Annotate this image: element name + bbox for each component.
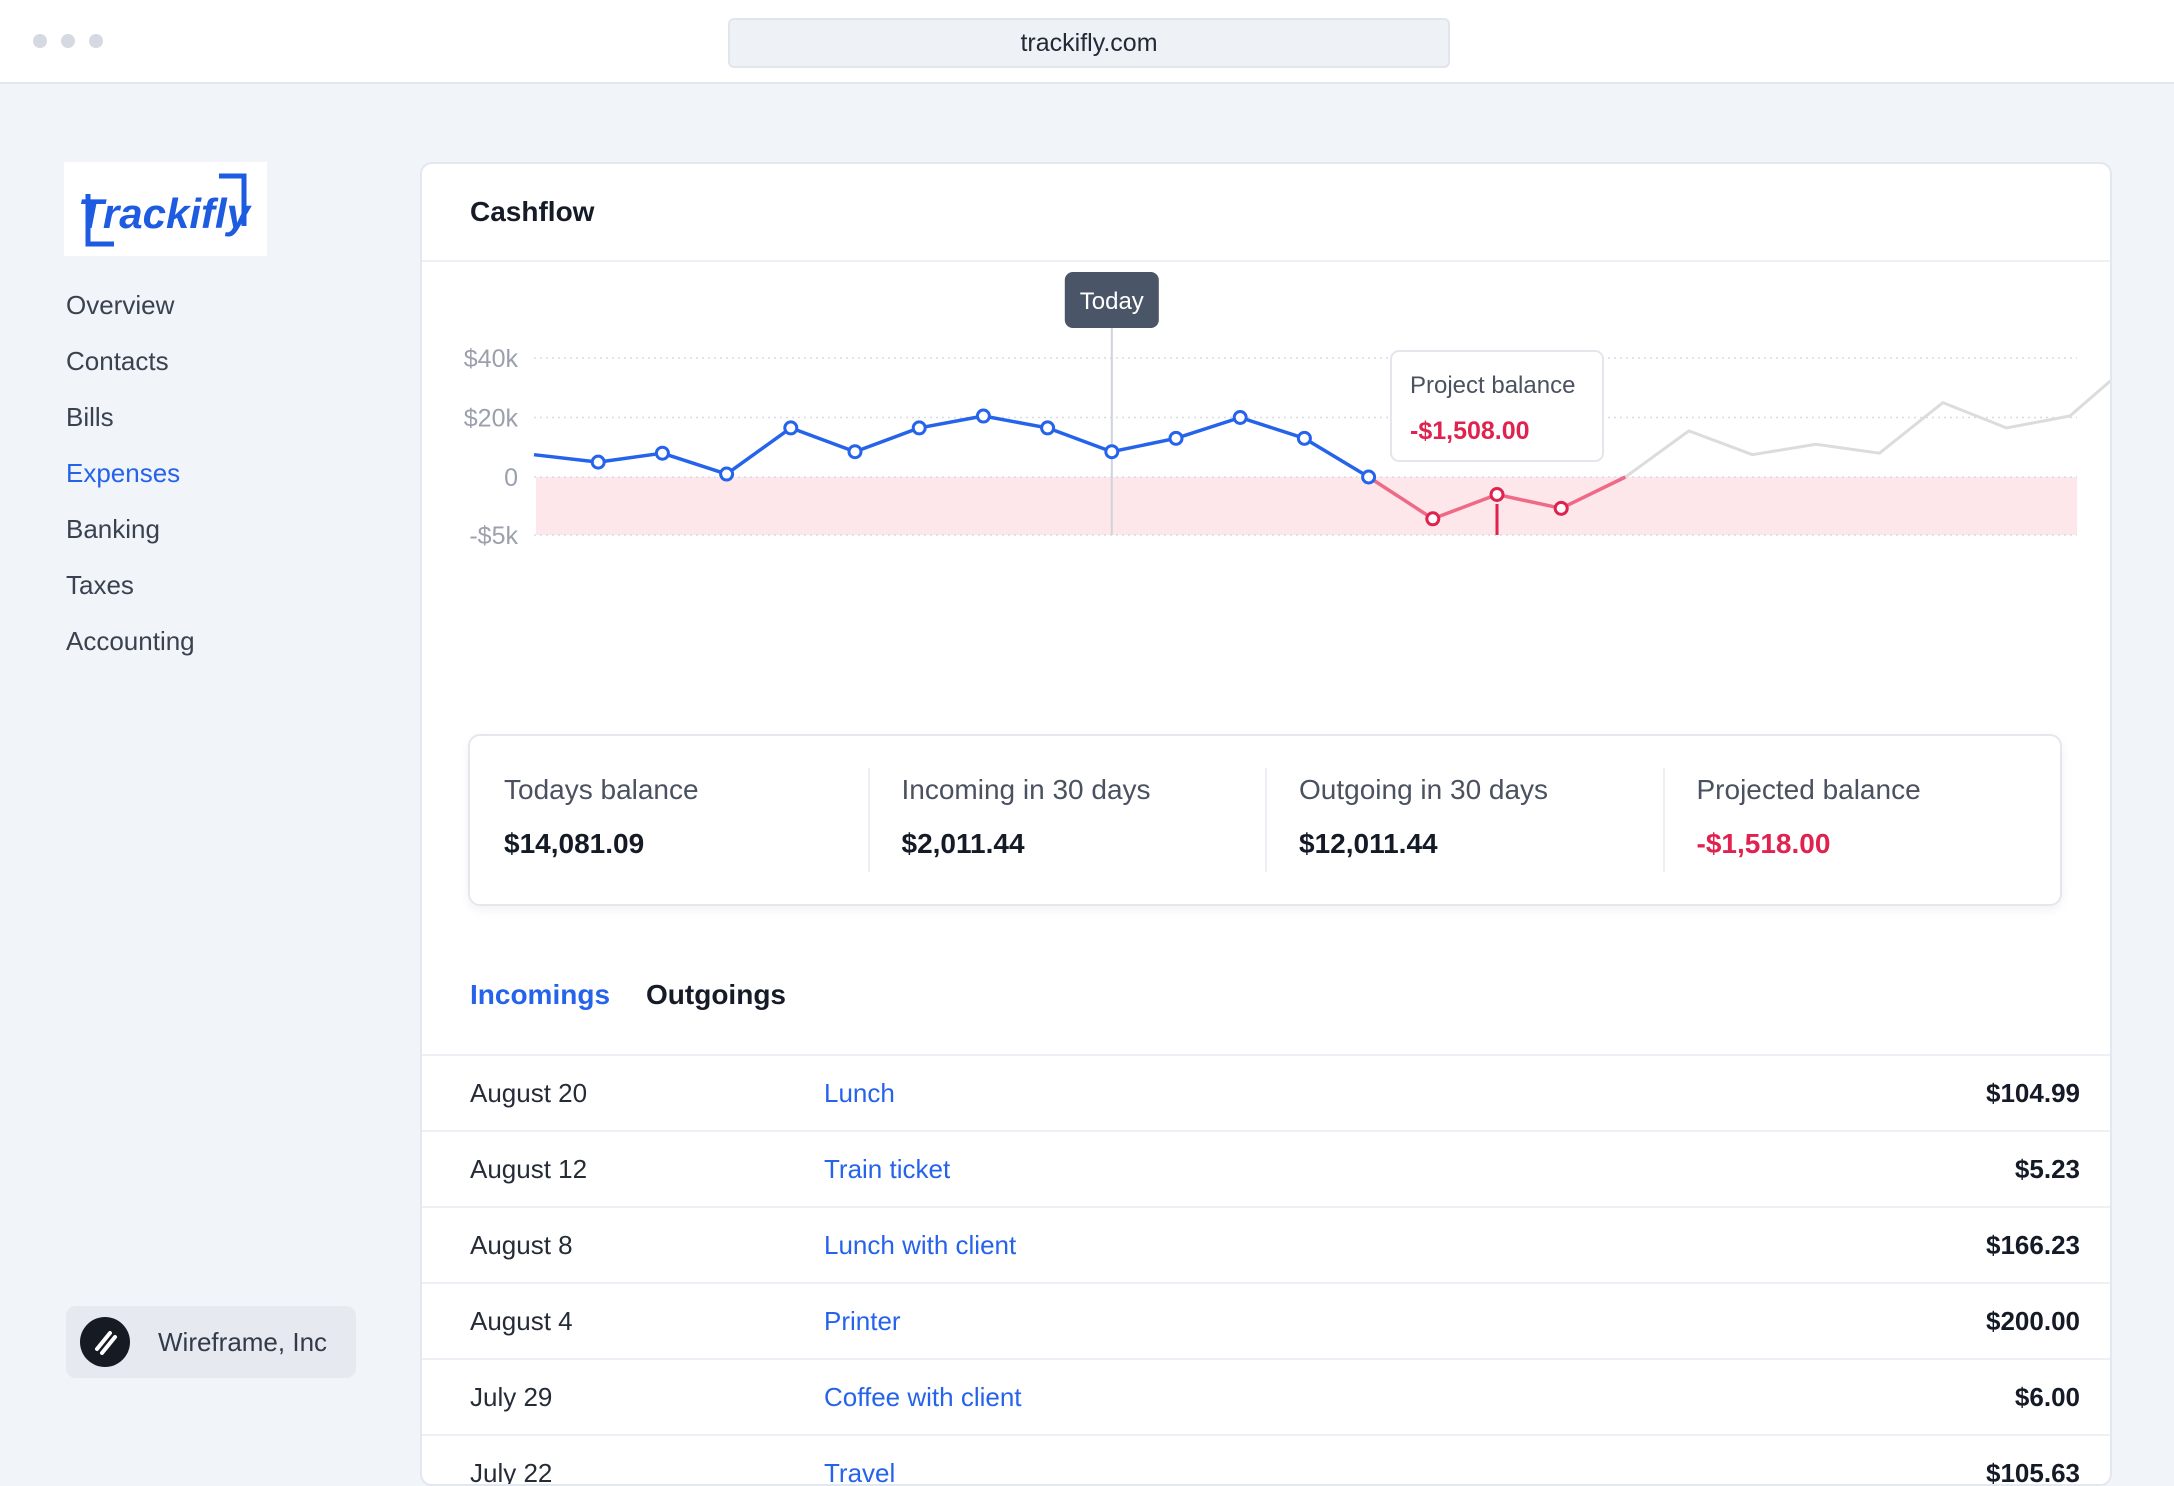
transaction-amount: $166.23 [1986,1230,2080,1260]
data-point [1489,486,1505,502]
stat-value: $2,011.44 [901,828,1025,859]
transaction-link[interactable]: Lunch with client [824,1230,1017,1260]
table-row: August 20 Lunch $104.99 [422,1054,2110,1130]
today-badge-label: Today [1080,288,1144,315]
transaction-amount: $104.99 [1986,1078,2080,1108]
today-badge-bg [1064,272,1159,328]
transaction-date: August 4 [470,1306,573,1336]
data-point [1040,420,1056,436]
logo-wordmark: Trackifly [78,190,253,237]
organization-logo-icon [80,1317,130,1367]
tooltip-box [1390,350,1604,462]
sidebar: Trackifly Overview Contacts Bills Expens… [0,82,400,1464]
stat-value: $12,011.44 [1299,828,1438,859]
sidebar-item-overview[interactable]: Overview [66,290,175,320]
data-point [1232,410,1248,425]
data-point [975,408,991,424]
data-point [654,445,670,461]
transaction-amount: $5.23 [2014,1154,2080,1184]
stat-outgoing: Outgoing in 30 days $12,011.44 [1265,736,1663,904]
maximize-window-dot[interactable] [89,34,103,48]
minimize-window-dot[interactable] [61,34,75,48]
tab-incomings[interactable]: Incomings [470,979,611,1010]
stat-label: Projected balance [1696,774,1921,805]
table-row: August 12 Train ticket $5.23 [422,1130,2110,1206]
data-point [590,454,606,470]
close-window-dot[interactable] [33,34,47,48]
sidebar-nav: Overview Contacts Bills Expenses Banking… [66,277,195,669]
balance-summary: Todays balance $14,081.09 Incoming in 30… [468,734,2062,906]
data-point [1296,430,1312,446]
table-row: August 4 Printer $200.00 [422,1282,2110,1358]
data-point [719,466,735,482]
transaction-tabs: Incomings Outgoings [470,979,786,1011]
transactions-table: August 20 Lunch $104.99 August 12 Train … [422,1054,2110,1486]
y-tick-label: -$5k [469,522,518,550]
stat-label: Outgoing in 30 days [1299,774,1549,805]
y-tick-label: $20k [464,405,519,433]
transaction-amount: $105.63 [1986,1458,2080,1486]
transaction-amount: $6.00 [2014,1382,2080,1412]
organization-name: Wireframe, Inc [158,1326,328,1357]
url-text: trackifly.com [1020,28,1158,57]
transaction-link[interactable]: Coffee with client [824,1382,1022,1412]
sidebar-item-taxes[interactable]: Taxes [66,570,134,600]
card-title: Cashflow [422,164,2110,262]
stat-projected-balance: Projected balance -$1,518.00 [1662,736,2061,904]
stat-label: Incoming in 30 days [901,774,1151,805]
transaction-date: August 12 [470,1154,588,1184]
projected-series-line [1624,379,2110,479]
address-bar[interactable]: trackifly.com [728,18,1450,68]
stat-label: Todays balance [504,774,699,805]
transaction-link[interactable]: Train ticket [824,1154,951,1184]
transaction-date: August 8 [470,1230,573,1260]
sidebar-item-accounting[interactable]: Accounting [66,626,195,656]
data-point [1104,444,1120,460]
project-balance-tooltip: Project balance -$1,508.00 [1390,350,1604,462]
stat-value: $14,081.09 [504,828,645,859]
cashflow-chart: $40k $20k 0 -$5k Today Project balance -$1,508… [464,272,2110,550]
today-badge: Today [1064,272,1159,328]
transaction-link[interactable]: Travel [824,1458,896,1486]
organization-switcher[interactable]: Wireframe, Inc [66,1306,356,1378]
tooltip-title: Project balance [1410,372,1575,399]
tab-outgoings[interactable]: Outgoings [646,979,786,1010]
data-point [783,420,799,436]
y-tick-label: $40k [464,345,519,373]
balance-series-line [533,414,1370,479]
data-point [1168,430,1184,446]
data-point [911,420,927,436]
transaction-date: July 29 [470,1382,553,1412]
window-controls [33,34,103,48]
stat-value: -$1,518.00 [1696,828,1831,859]
browser-toolbar: trackifly.com [0,0,2174,84]
y-tick-label: 0 [504,464,518,492]
negative-region-band [536,477,2077,535]
tooltip-value: -$1,508.00 [1410,417,1530,445]
data-point [1553,500,1569,516]
transaction-amount: $200.00 [1986,1306,2080,1336]
table-row: July 22 Travel $105.63 [422,1434,2110,1486]
sidebar-item-bills[interactable]: Bills [66,402,114,432]
transaction-date: July 22 [470,1458,553,1486]
cashflow-card: Cashflow $40k $20k 0 -$5k Today Project balan… [420,162,2112,1486]
table-row: August 8 Lunch with client $166.23 [422,1206,2110,1282]
data-point [847,444,863,460]
sidebar-item-expenses[interactable]: Expenses [66,458,181,488]
data-point [1361,469,1377,485]
data-point [1425,511,1441,527]
sidebar-item-contacts[interactable]: Contacts [66,346,169,376]
transaction-link[interactable]: Lunch [824,1078,895,1108]
transaction-link[interactable]: Printer [824,1306,901,1336]
table-row: July 29 Coffee with client $6.00 [422,1358,2110,1434]
sidebar-item-banking[interactable]: Banking [66,514,160,544]
transaction-date: August 20 [470,1078,588,1108]
stat-todays-balance: Todays balance $14,081.09 [470,736,868,904]
stat-incoming: Incoming in 30 days $2,011.44 [867,736,1266,904]
trackifly-logo[interactable]: Trackifly [64,162,267,256]
